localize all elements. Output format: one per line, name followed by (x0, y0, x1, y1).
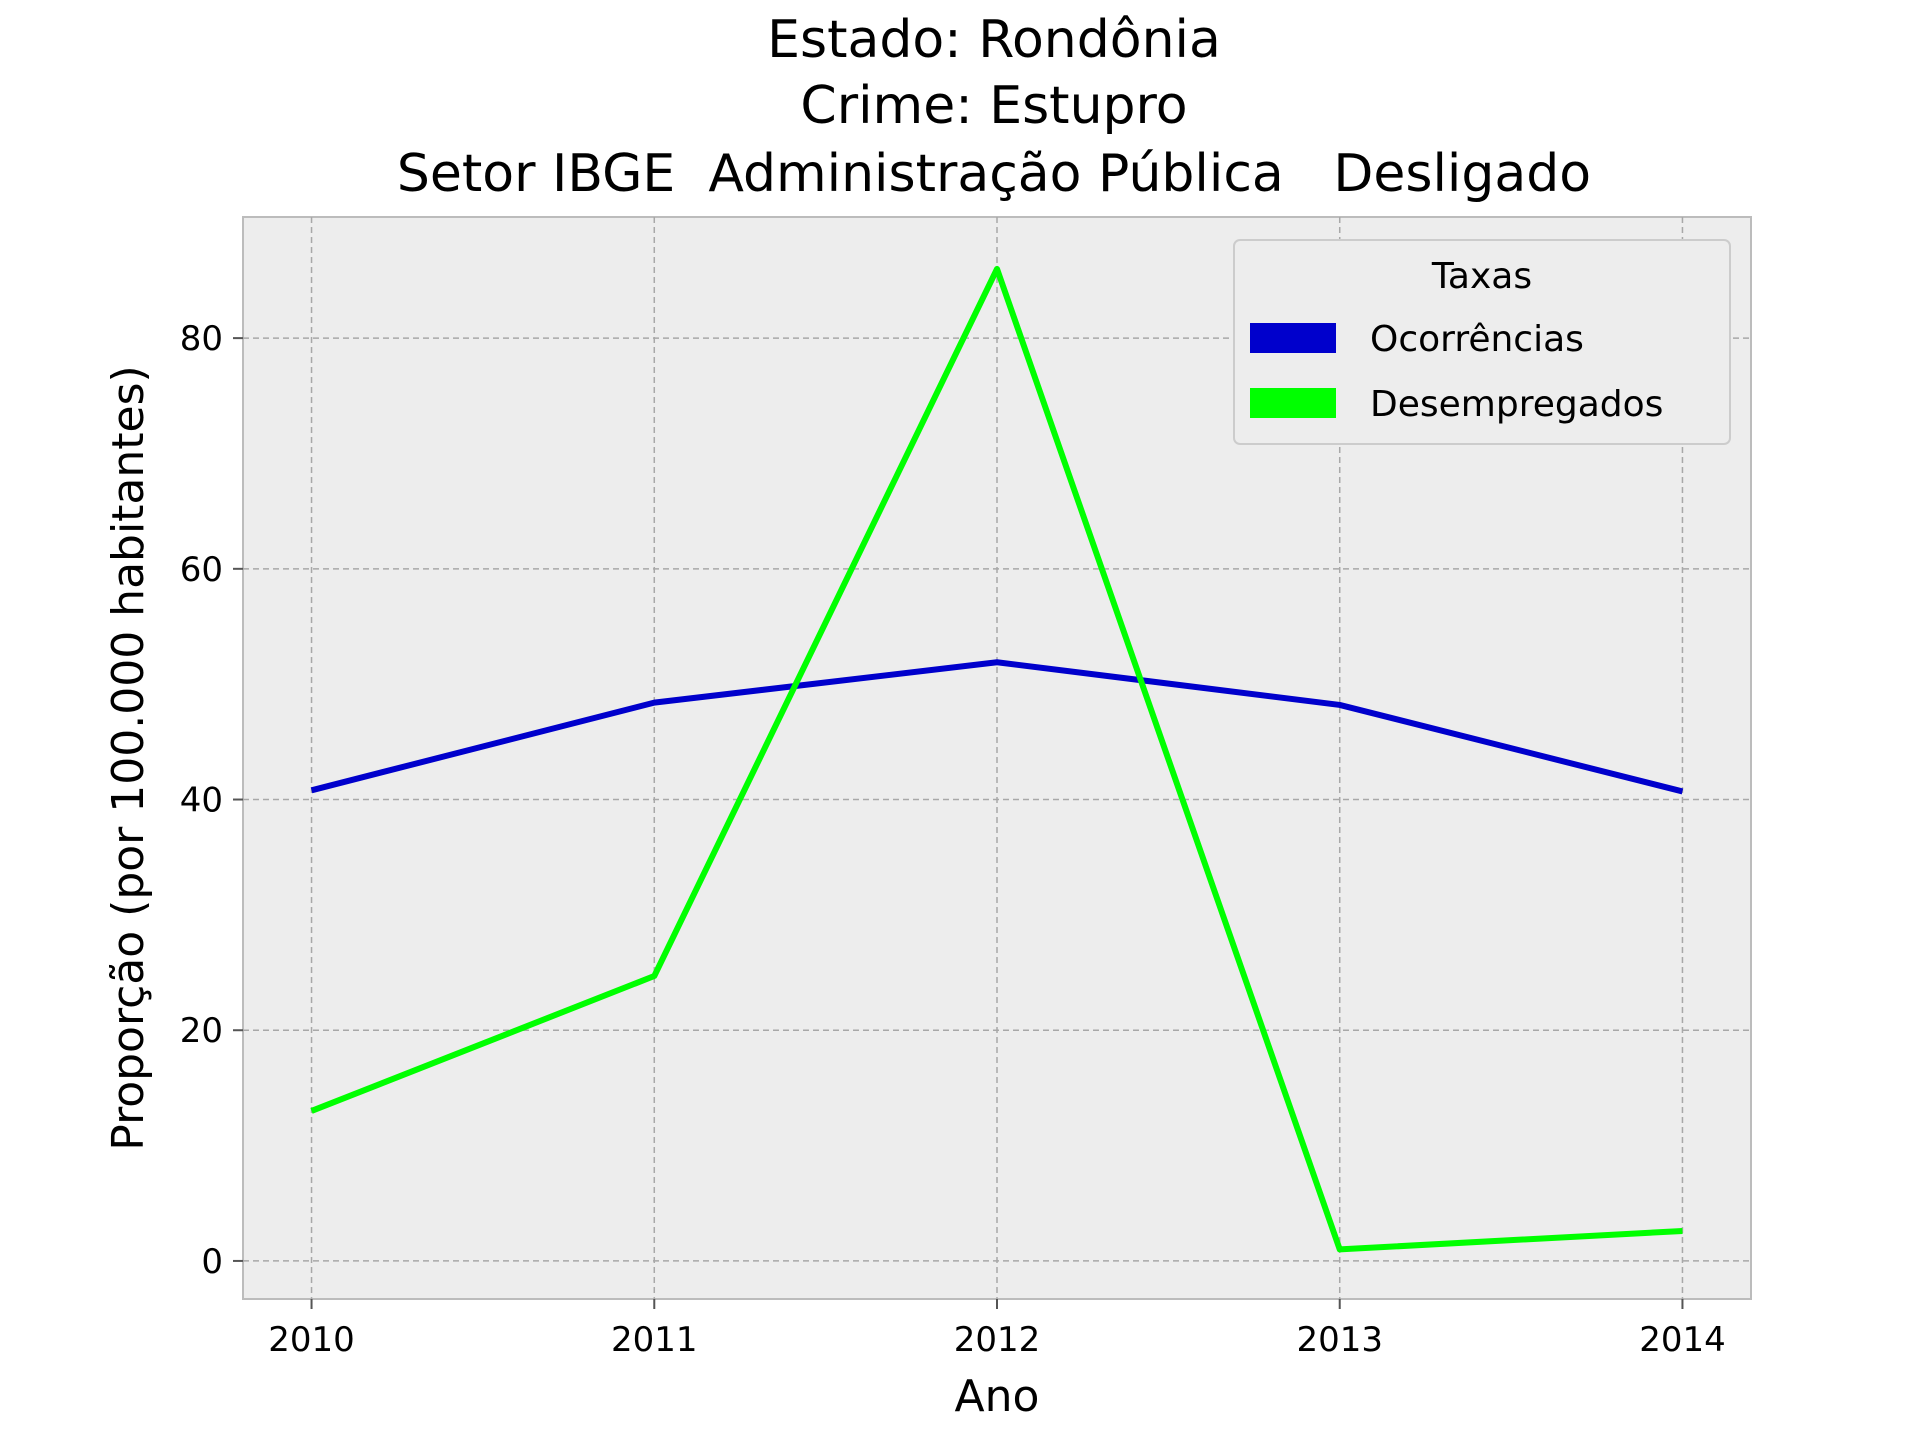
x-axis-label: Ano (955, 1371, 1040, 1422)
x-tick-label-0: 2010 (268, 1320, 355, 1360)
x-tick-label-2: 2012 (954, 1320, 1041, 1360)
legend-label-ocorrencias: Ocorrências (1370, 319, 1584, 360)
title-line-2: Crime: Estupro (800, 76, 1187, 136)
legend-box (1233, 239, 1731, 445)
x-tick-label-4: 2014 (1639, 1320, 1726, 1360)
legend-label-desempregados: Desempregados (1370, 384, 1663, 425)
y-tick-label-3: 60 (180, 550, 223, 590)
legend-title: Taxas (1431, 256, 1532, 297)
y-tick-label-1: 20 (180, 1011, 223, 1051)
y-tick-label-2: 40 (180, 781, 223, 821)
x-axis-ticks: 2010 2011 2012 2013 2014 (268, 1299, 1726, 1360)
series-line-ocorrencias (310, 659, 1684, 795)
series-lines (310, 265, 1684, 1253)
y-axis-ticks: 0 20 40 60 80 (180, 319, 243, 1282)
y-tick-label-0: 0 (201, 1242, 223, 1282)
y-tick-label-4: 80 (180, 319, 223, 359)
series-line-desempregados (310, 265, 1683, 1253)
legend-swatch-ocorrencias (1250, 323, 1336, 353)
legend: Taxas Ocorrências Desempregados (1233, 239, 1731, 445)
y-axis-label: Proporção (por 100.000 habitantes) (103, 365, 154, 1150)
legend-swatch-desempregados (1250, 388, 1336, 418)
chart-title: Estado: Rondônia Crime: Estupro Setor IB… (397, 10, 1591, 204)
x-tick-label-3: 2013 (1296, 1320, 1383, 1360)
title-line-1: Estado: Rondônia (767, 10, 1221, 70)
x-tick-label-1: 2011 (611, 1320, 698, 1360)
title-line-3: Setor IBGE Administração Pública Desliga… (397, 144, 1591, 204)
